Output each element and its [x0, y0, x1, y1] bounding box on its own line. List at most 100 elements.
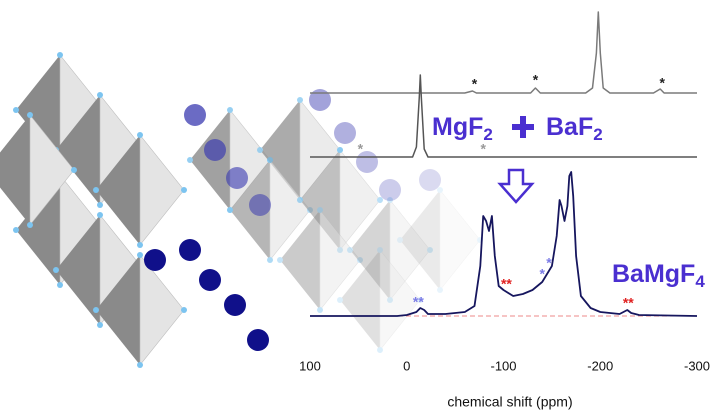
- fluorine: [227, 107, 233, 113]
- fluorine: [297, 97, 303, 103]
- fluorine: [187, 157, 193, 163]
- product: BaMgF4: [612, 260, 705, 292]
- fluorine: [337, 247, 343, 253]
- face: [0, 115, 30, 225]
- face: [269, 159, 311, 261]
- octahedron: [0, 112, 77, 228]
- face: [56, 215, 100, 325]
- fluorine: [377, 347, 383, 353]
- peak-marker: *: [546, 255, 552, 271]
- face: [339, 149, 381, 251]
- crystal-structure: [0, 52, 483, 368]
- fluorine: [347, 247, 353, 253]
- fluorine: [317, 307, 323, 313]
- fluorine: [137, 242, 143, 248]
- barium: [249, 194, 271, 216]
- barium: [379, 179, 401, 201]
- reaction-arrow: [497, 168, 535, 204]
- fluorine: [181, 187, 187, 193]
- face: [350, 200, 390, 300]
- fluorine: [13, 227, 19, 233]
- fluorine: [97, 322, 103, 328]
- face: [190, 110, 230, 210]
- x-tick-label: -200: [587, 358, 613, 373]
- fluorine: [53, 267, 59, 273]
- fluorine: [97, 202, 103, 208]
- fluorine: [27, 222, 33, 228]
- face: [439, 189, 481, 291]
- fluorine: [317, 207, 323, 213]
- fluorine: [227, 207, 233, 213]
- fluorine: [97, 92, 103, 98]
- peak-marker: *: [358, 141, 364, 157]
- face: [400, 190, 440, 290]
- face: [56, 95, 100, 205]
- face: [319, 209, 361, 311]
- fluorine: [137, 362, 143, 368]
- fluorine: [337, 297, 343, 303]
- octahedron: [93, 252, 187, 368]
- fluorine: [387, 197, 393, 203]
- fluorine: [27, 112, 33, 118]
- face: [29, 114, 75, 226]
- fluorine: [337, 147, 343, 153]
- subscript: 2: [483, 125, 492, 144]
- barium: [224, 294, 246, 316]
- fluorine: [257, 147, 263, 153]
- fluorine: [277, 257, 283, 263]
- face: [230, 160, 270, 260]
- face: [96, 135, 140, 245]
- formula: MgF: [432, 113, 483, 141]
- face: [280, 210, 320, 310]
- fluorine: [267, 257, 273, 263]
- fluorine: [437, 287, 443, 293]
- barium: [334, 122, 356, 144]
- fluorine: [71, 167, 77, 173]
- barium: [184, 104, 206, 126]
- reactant-b: BaF2: [546, 113, 603, 145]
- barium: [199, 269, 221, 291]
- spectrum: [310, 11, 697, 94]
- spectrum: [310, 171, 698, 317]
- fluorine: [357, 257, 363, 263]
- face: [379, 249, 421, 351]
- face: [389, 199, 431, 301]
- face: [16, 55, 60, 165]
- x-tick-label: -100: [490, 358, 516, 373]
- barium: [204, 139, 226, 161]
- fluorine: [377, 197, 383, 203]
- peak-marker: **: [413, 294, 424, 310]
- subscript: 4: [695, 272, 705, 291]
- spectra: * * ** *********: [310, 11, 698, 317]
- fluorine: [267, 157, 273, 163]
- octahedron: [93, 132, 187, 248]
- fluorine: [93, 307, 99, 313]
- spectrum: [310, 74, 697, 158]
- barium: [419, 169, 441, 191]
- fluorine: [57, 282, 63, 288]
- peak-marker: **: [623, 294, 634, 310]
- face: [139, 254, 185, 366]
- face: [340, 250, 380, 350]
- fluorine: [137, 252, 143, 258]
- fluorine: [297, 197, 303, 203]
- barium: [247, 329, 269, 351]
- face: [96, 255, 140, 365]
- octahedron: [297, 147, 383, 253]
- octahedron: [277, 207, 363, 313]
- fluorine: [181, 307, 187, 313]
- fluorine: [93, 187, 99, 193]
- fluorine: [437, 187, 443, 193]
- x-axis-label: chemical shift (ppm): [447, 394, 572, 410]
- fluorine: [427, 247, 433, 253]
- plus-sign: [512, 116, 534, 138]
- x-tick-label: 0: [403, 358, 410, 373]
- peak-marker: *: [472, 76, 478, 92]
- octahedron: [337, 247, 423, 353]
- fluorine: [417, 297, 423, 303]
- barium: [226, 167, 248, 189]
- x-tick-label: -300: [684, 358, 710, 373]
- face: [139, 134, 185, 246]
- reactant-a: MgF2: [432, 113, 493, 145]
